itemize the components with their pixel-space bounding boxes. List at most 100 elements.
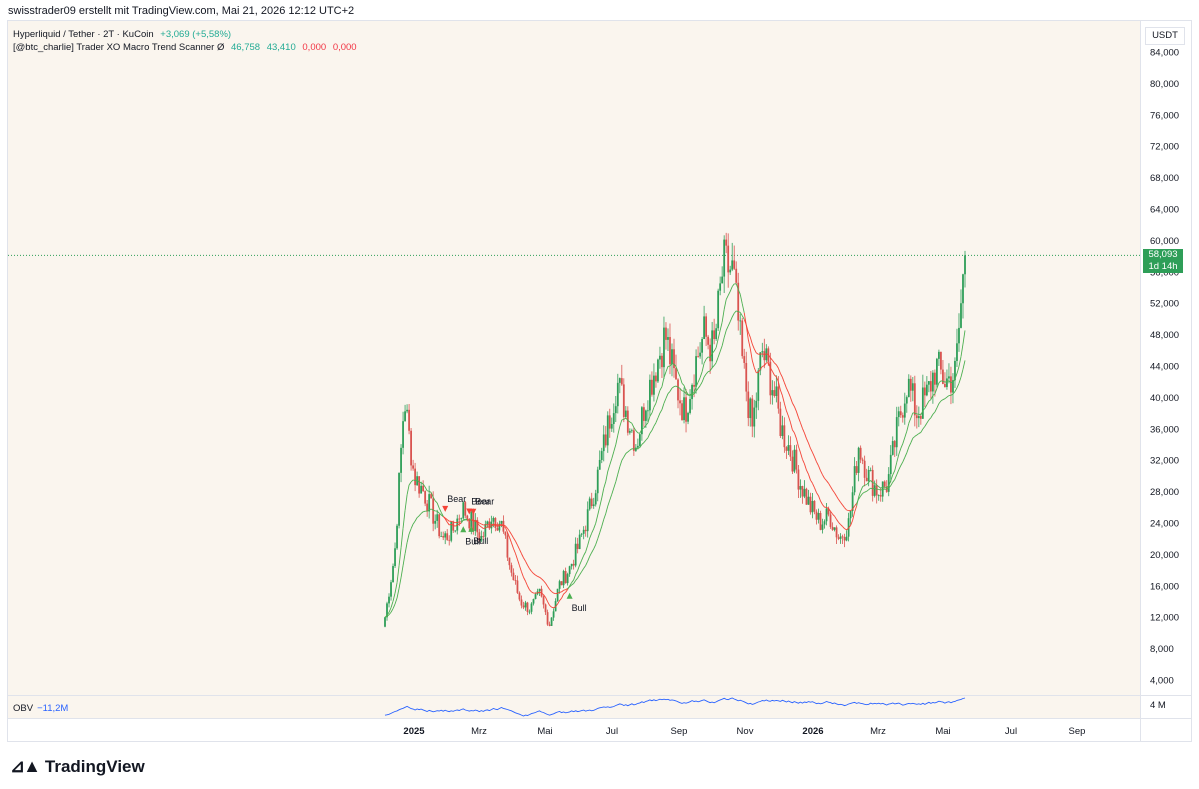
fast-ema-segment (609, 458, 613, 465)
slow-ema-segment (657, 412, 661, 419)
slow-ema-segment (579, 571, 583, 575)
indicator-legend[interactable]: [@btc_charlie] Trader XO Macro Trend Sca… (13, 42, 361, 53)
slow-ema-segment (569, 584, 572, 588)
candle-body (506, 535, 509, 558)
fast-ema-segment (414, 479, 418, 482)
x-tick-label: Mai (935, 726, 950, 737)
fast-ema-segment (607, 464, 611, 472)
candle-body (612, 413, 615, 425)
currency-button[interactable]: USDT (1145, 27, 1185, 45)
slow-ema-segment (958, 376, 962, 384)
slow-ema-segment (529, 568, 532, 572)
fast-ema-segment (836, 519, 839, 523)
candle-body (695, 356, 697, 387)
x-tick-label: Mai (537, 726, 552, 737)
slow-ema-segment (693, 390, 697, 395)
fast-ema-segment (400, 528, 404, 548)
slow-ema-segment (916, 433, 920, 436)
candle-body (825, 508, 828, 522)
candle-body (671, 349, 673, 365)
slow-ema-segment (402, 553, 406, 566)
candle-body (528, 611, 531, 613)
fast-ema-segment (603, 481, 607, 489)
fast-ema-segment (862, 484, 865, 487)
fast-ema-segment (816, 492, 819, 496)
candle-body (771, 390, 774, 396)
candle-body (950, 376, 952, 393)
y-tick-label: 84,000 (1150, 48, 1179, 59)
slow-ema-segment (438, 512, 442, 516)
y-tick-label: 44,000 (1150, 362, 1179, 373)
fast-ema-segment (438, 507, 442, 513)
slow-ema-segment (605, 505, 609, 514)
y-tick-label: 48,000 (1150, 330, 1179, 341)
slow-ema-segment (910, 438, 914, 443)
candle-body (815, 511, 818, 520)
candle-body (588, 498, 591, 510)
slow-ema-segment (408, 528, 412, 535)
fast-ema-segment (673, 363, 677, 367)
fast-ema-segment (886, 485, 890, 489)
symbol-legend[interactable]: Hyperliquid / Tether · 2T · KuCoin +3,06… (13, 29, 235, 40)
slow-ema-segment (804, 432, 807, 439)
fast-ema-segment (583, 551, 587, 556)
slow-ema-segment (932, 411, 936, 415)
fast-ema-segment (938, 380, 942, 384)
fast-ema-segment (797, 446, 801, 453)
candle-body (508, 557, 511, 566)
fast-ema-segment (511, 542, 514, 549)
obv-legend[interactable]: OBV −11,2M (13, 703, 68, 714)
slow-ema-segment (563, 589, 566, 591)
candle-body (797, 469, 800, 490)
fast-ema-segment (625, 417, 629, 421)
fast-ema-segment (659, 386, 663, 391)
fast-ema-segment (561, 593, 565, 599)
fast-ema-segment (767, 362, 771, 368)
fast-ema-segment (685, 390, 689, 395)
candle-body (865, 477, 868, 482)
fast-ema-segment (531, 591, 534, 594)
slow-ema-segment (942, 398, 946, 401)
candle-body (642, 407, 645, 421)
fast-ema-segment (649, 412, 653, 417)
tradingview-logo[interactable]: ⊿▲ TradingView (10, 756, 145, 777)
candle-body (424, 491, 427, 504)
slow-ema-segment (617, 466, 621, 475)
fast-ema-segment (711, 350, 715, 354)
fast-ema-segment (832, 513, 835, 517)
slow-ema-segment (866, 489, 869, 492)
fast-ema-segment (386, 612, 390, 616)
fast-ema-segment (651, 407, 655, 414)
slow-ema-segment (446, 519, 450, 522)
fast-ema-segment (420, 482, 424, 485)
fast-ema-segment (507, 531, 510, 538)
fast-ema-segment (922, 408, 926, 412)
fast-ema-segment (896, 454, 900, 463)
candle-body (630, 430, 633, 432)
slow-ema-segment (753, 348, 757, 354)
candle-body (817, 512, 820, 520)
candle-body (729, 269, 732, 273)
candle-body (408, 409, 410, 431)
fast-ema-segment (777, 381, 781, 391)
candle-body (414, 468, 417, 486)
candle-body (795, 449, 798, 470)
fast-ema-segment (771, 370, 775, 376)
slow-ema-segment (603, 513, 607, 520)
candle-body (805, 488, 808, 505)
fast-ema-segment (623, 417, 627, 420)
fast-ema-segment (593, 523, 597, 529)
slow-ema-segment (705, 371, 709, 375)
candle-body (763, 351, 766, 361)
candle-body (833, 527, 836, 530)
slow-ema-segment (565, 588, 568, 591)
candle-body (936, 358, 938, 385)
fast-ema-segment (888, 480, 892, 486)
chart-frame (7, 20, 1192, 742)
slow-ema-segment (701, 376, 705, 383)
candle-body (552, 611, 555, 618)
candle-body (412, 465, 414, 469)
slow-ema-segment (420, 511, 424, 514)
bull-signal-label: Bull (572, 603, 587, 613)
